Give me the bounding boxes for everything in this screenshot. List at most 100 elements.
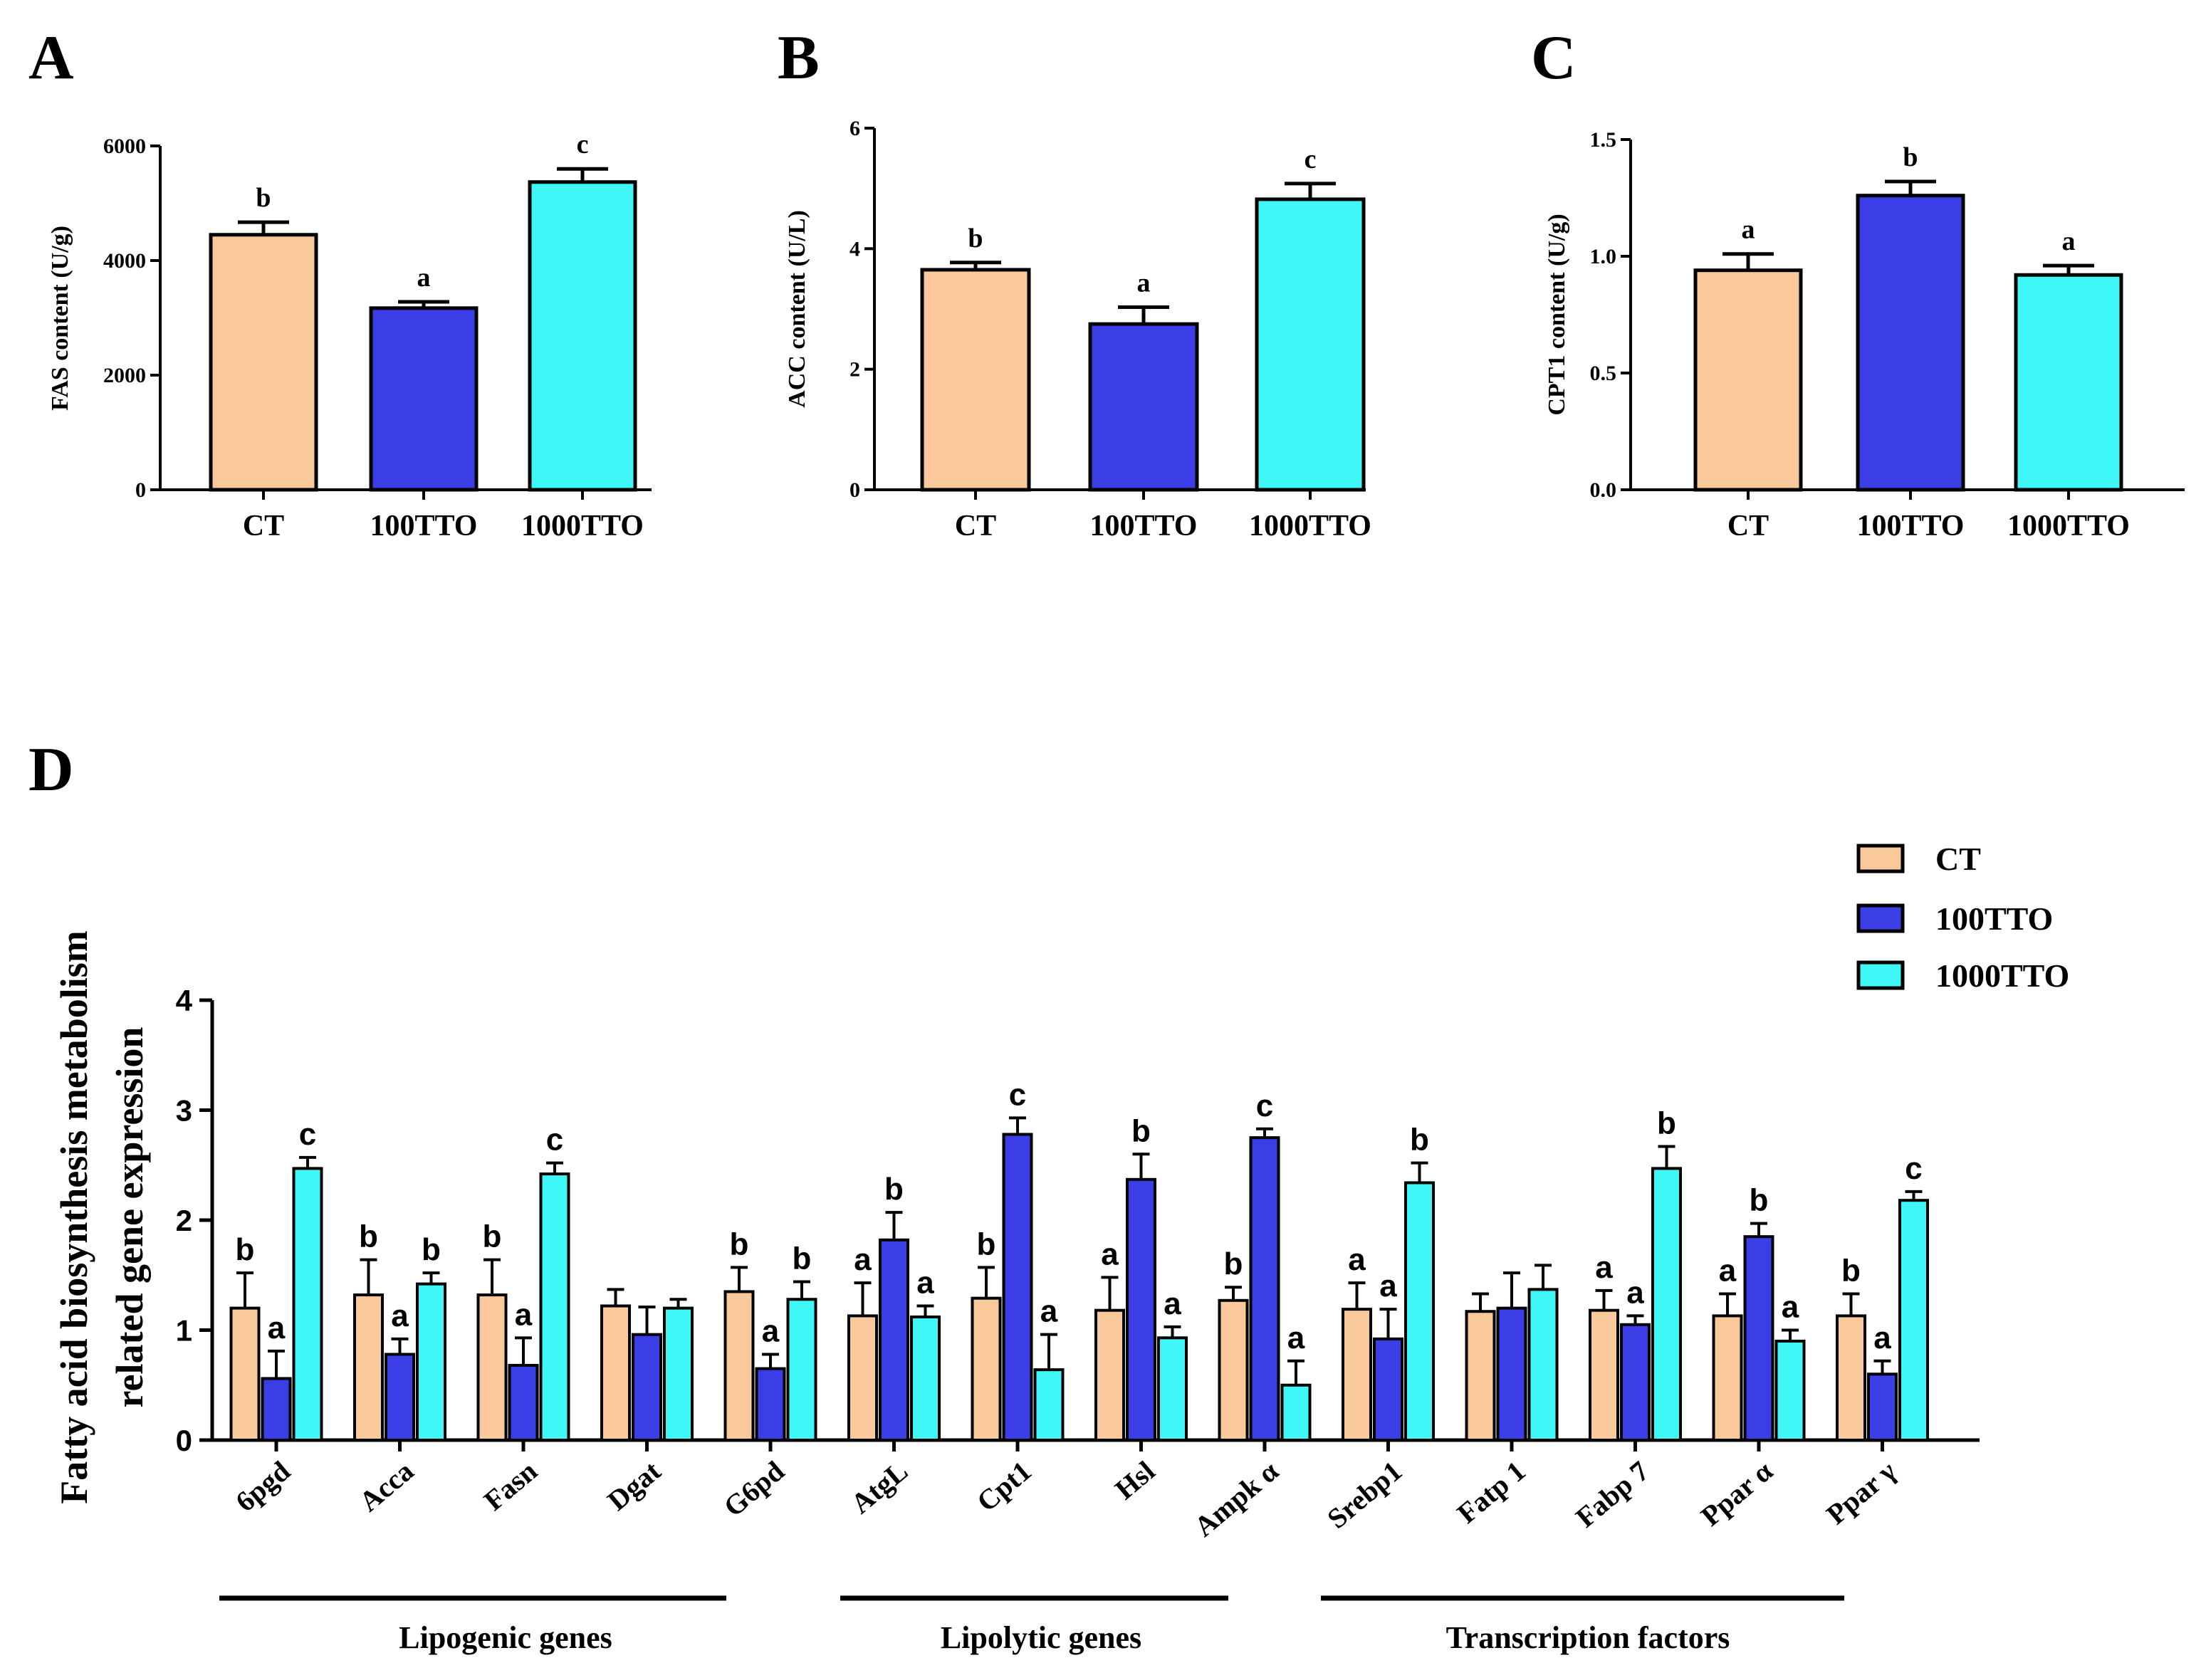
y-tick-label: 1.5 [1590, 128, 1617, 152]
significance-letter: a [417, 263, 431, 293]
significance-letter: a [1101, 1237, 1119, 1271]
panel-c-letter: C [1531, 23, 1577, 93]
significance-letter: a [1348, 1242, 1366, 1277]
bar-100tto [369, 306, 479, 492]
significance-letter: b [968, 224, 983, 253]
legend-label: CT [1935, 841, 1981, 877]
legend-label: 100TTO [1935, 901, 2053, 937]
bar-ct [920, 268, 1031, 492]
y-tick-label: 4 [849, 237, 860, 261]
y-tick-label: 3 [176, 1094, 192, 1128]
significance-letter: a [1595, 1250, 1613, 1285]
x-tick-label: 1000TTO [2007, 510, 2130, 542]
significance-letter: c [577, 130, 589, 159]
significance-letter: c [299, 1117, 316, 1152]
x-tick-label: CT [955, 510, 996, 542]
gene-label: Hsl [1109, 1454, 1161, 1506]
x-tick-label: 1000TTO [1249, 510, 1371, 542]
significance-letter: c [1905, 1151, 1922, 1186]
y-tick-label: 0 [135, 478, 146, 502]
bar-100tto-5 [879, 1238, 909, 1442]
panel-d: D 0 1 2 3 4 Fatty acid biosynthesis metabolis… [28, 735, 2069, 1655]
bar-100tto-6 [1002, 1133, 1033, 1442]
y-tick-label: 0.5 [1590, 362, 1617, 385]
legend-label: 1000TTO [1935, 957, 2069, 994]
bar-ct-7 [1094, 1308, 1125, 1442]
bar-100tto-10 [1496, 1306, 1527, 1442]
bar-ct-3 [600, 1304, 631, 1442]
significance-letter: a [1379, 1269, 1397, 1303]
significance-letter: b [422, 1232, 441, 1267]
gene-label: Srebp1 [1321, 1454, 1408, 1535]
gene-label: Fabp 7 [1569, 1454, 1655, 1533]
x-tick-label: CT [1727, 510, 1769, 542]
legend-swatch [1856, 903, 1905, 933]
y-tick-label: 4 [176, 984, 193, 1017]
bar-1000tto-12 [1774, 1339, 1806, 1442]
bar-1000tto-1 [416, 1282, 446, 1442]
group-label: Transcription factors [1446, 1620, 1730, 1655]
significance-letter: b [236, 1232, 255, 1267]
gene-label: Ppar α [1695, 1454, 1779, 1532]
panel-b: B 0 2 4 6 ACC content (U/L) CT b 100TTO a 1000TTO… [778, 23, 1371, 542]
bar-ct-2 [476, 1293, 508, 1442]
significance-letter: a [391, 1298, 409, 1333]
significance-letter: b [1224, 1246, 1243, 1281]
y-axis-label-line1: Fatty acid biosynthesis metabolism [53, 930, 95, 1504]
group-label: Lipogenic genes [399, 1620, 612, 1655]
x-tick-label: 1000TTO [521, 510, 644, 542]
y-tick-label: 0 [176, 1424, 192, 1457]
bar-ct [209, 233, 318, 492]
bar-ct-6 [971, 1296, 1002, 1442]
y-tick-label: 0.0 [1590, 478, 1617, 502]
bar-ct-10 [1465, 1310, 1496, 1442]
y-axis-label: ACC content (U/L) [784, 210, 810, 408]
significance-letter: b [1131, 1113, 1151, 1148]
bar-100tto [1088, 322, 1199, 492]
gene-label: Ampk α [1188, 1454, 1284, 1543]
group-label: Lipolytic genes [941, 1620, 1141, 1655]
significance-letter: a [1742, 215, 1755, 245]
bar-100tto-3 [632, 1333, 662, 1442]
bar-1000tto [1255, 197, 1366, 492]
bar-ct-4 [723, 1290, 755, 1442]
bar-100tto-7 [1126, 1177, 1156, 1442]
bar-1000tto-0 [292, 1167, 323, 1442]
y-tick-label: 0 [849, 478, 860, 502]
bar-1000tto-7 [1157, 1336, 1188, 1442]
gene-label: AtgL [845, 1454, 914, 1520]
y-tick-label: 1 [176, 1314, 192, 1348]
panel-d-letter: D [28, 735, 74, 804]
bar-1000tto-4 [786, 1298, 817, 1442]
y-tick-label: 1.0 [1590, 245, 1617, 268]
gene-label: Ppar γ [1820, 1454, 1902, 1531]
legend-swatch [1856, 960, 1905, 990]
bar-100tto-13 [1867, 1372, 1898, 1442]
significance-letter: a [1164, 1286, 1181, 1321]
significance-letter: b [793, 1241, 812, 1276]
significance-letter: a [1626, 1275, 1644, 1310]
bar-ct-12 [1712, 1314, 1743, 1442]
y-tick-label: 4000 [103, 249, 146, 273]
panel-b-letter: B [778, 23, 820, 93]
bar-1000tto-13 [1898, 1199, 1929, 1442]
y-tick-label: 2 [849, 358, 860, 382]
significance-letter: a [916, 1266, 934, 1301]
bar-ct-1 [353, 1293, 384, 1442]
significance-letter: b [1657, 1106, 1676, 1140]
gene-label: G6pd [718, 1454, 790, 1523]
significance-letter: a [1040, 1294, 1058, 1329]
gene-label: Fasn [478, 1454, 543, 1516]
significance-letter: b [1410, 1123, 1429, 1157]
panel-a: A 0 2000 4000 6000 FAS content (U/g) CT b 100TT… [28, 23, 652, 542]
bar-100tto-1 [385, 1353, 415, 1442]
bar-ct-8 [1218, 1298, 1249, 1442]
significance-letter: b [359, 1219, 378, 1254]
y-tick-label: 6 [849, 117, 860, 140]
significance-letter: a [268, 1311, 286, 1345]
significance-letter: c [546, 1123, 563, 1157]
bar-100tto-8 [1249, 1136, 1280, 1442]
bar-100tto-4 [755, 1367, 786, 1442]
significance-letter: a [1873, 1321, 1891, 1355]
